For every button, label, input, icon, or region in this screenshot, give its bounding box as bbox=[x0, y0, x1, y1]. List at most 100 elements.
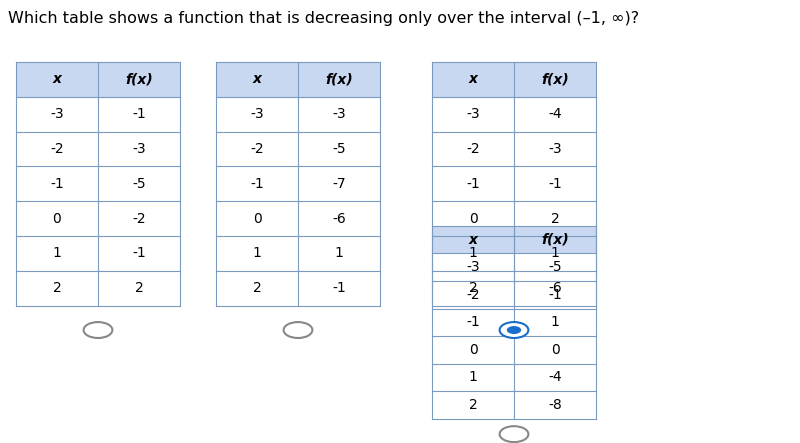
Text: -6: -6 bbox=[332, 212, 346, 225]
Bar bbox=[514, 62, 596, 97]
Text: 0: 0 bbox=[469, 343, 478, 357]
Text: f(x): f(x) bbox=[541, 72, 569, 86]
Bar bbox=[216, 97, 298, 132]
Bar bbox=[98, 132, 180, 167]
Bar bbox=[432, 236, 514, 271]
Text: -4: -4 bbox=[548, 107, 562, 121]
Bar bbox=[98, 201, 180, 236]
Bar bbox=[16, 62, 98, 97]
Bar bbox=[98, 62, 180, 97]
Text: x: x bbox=[469, 233, 478, 247]
Text: -1: -1 bbox=[332, 281, 346, 295]
Bar bbox=[514, 336, 596, 364]
Bar bbox=[16, 167, 98, 201]
Bar bbox=[514, 167, 596, 201]
Bar bbox=[432, 167, 514, 201]
Text: -6: -6 bbox=[548, 281, 562, 295]
Text: 1: 1 bbox=[469, 370, 478, 385]
Bar bbox=[298, 62, 380, 97]
Text: 1: 1 bbox=[253, 246, 262, 260]
Bar bbox=[432, 308, 514, 336]
Bar bbox=[432, 271, 514, 306]
Bar bbox=[432, 253, 514, 281]
Bar bbox=[514, 271, 596, 306]
Text: f(x): f(x) bbox=[325, 72, 353, 86]
Bar bbox=[514, 97, 596, 132]
Text: -4: -4 bbox=[548, 370, 562, 385]
Text: -1: -1 bbox=[132, 107, 146, 121]
Bar bbox=[514, 308, 596, 336]
Text: 0: 0 bbox=[469, 212, 478, 225]
Text: 1: 1 bbox=[53, 246, 62, 260]
Text: -5: -5 bbox=[548, 260, 562, 274]
Text: -1: -1 bbox=[50, 177, 64, 191]
Text: 2: 2 bbox=[253, 281, 262, 295]
Text: -2: -2 bbox=[132, 212, 146, 225]
Bar bbox=[216, 132, 298, 167]
Bar bbox=[514, 391, 596, 419]
Text: 1: 1 bbox=[550, 315, 559, 329]
Bar bbox=[432, 336, 514, 364]
Bar bbox=[432, 226, 514, 253]
Text: -1: -1 bbox=[466, 315, 480, 329]
Text: -5: -5 bbox=[332, 142, 346, 156]
Text: 0: 0 bbox=[550, 343, 559, 357]
Bar bbox=[298, 132, 380, 167]
Text: 1: 1 bbox=[334, 246, 343, 260]
Circle shape bbox=[507, 326, 522, 334]
Text: -2: -2 bbox=[50, 142, 64, 156]
Text: 2: 2 bbox=[53, 281, 62, 295]
Bar bbox=[514, 364, 596, 391]
Text: x: x bbox=[469, 72, 478, 86]
Bar bbox=[298, 236, 380, 271]
Bar bbox=[16, 132, 98, 167]
Bar bbox=[432, 62, 514, 97]
Text: -5: -5 bbox=[132, 177, 146, 191]
Bar bbox=[216, 271, 298, 306]
Bar bbox=[298, 271, 380, 306]
Bar bbox=[216, 201, 298, 236]
Circle shape bbox=[284, 322, 312, 338]
Bar bbox=[216, 62, 298, 97]
Text: 1: 1 bbox=[469, 246, 478, 260]
Bar bbox=[514, 226, 596, 253]
Bar bbox=[298, 167, 380, 201]
Text: -3: -3 bbox=[332, 107, 346, 121]
Text: f(x): f(x) bbox=[125, 72, 153, 86]
Text: Which table shows a function that is decreasing only over the interval (–1, ∞)?: Which table shows a function that is dec… bbox=[8, 11, 639, 26]
Text: 2: 2 bbox=[469, 398, 478, 412]
Bar bbox=[514, 201, 596, 236]
Bar bbox=[432, 391, 514, 419]
Bar bbox=[98, 271, 180, 306]
Circle shape bbox=[499, 426, 529, 442]
Text: x: x bbox=[53, 72, 62, 86]
Bar bbox=[514, 132, 596, 167]
Bar bbox=[98, 236, 180, 271]
Text: -1: -1 bbox=[548, 288, 562, 302]
Text: 0: 0 bbox=[253, 212, 262, 225]
Text: -3: -3 bbox=[466, 260, 480, 274]
Text: -1: -1 bbox=[548, 177, 562, 191]
Text: -7: -7 bbox=[332, 177, 346, 191]
Bar bbox=[16, 201, 98, 236]
Text: -1: -1 bbox=[466, 177, 480, 191]
Text: f(x): f(x) bbox=[541, 233, 569, 247]
Bar bbox=[514, 253, 596, 281]
Bar bbox=[432, 132, 514, 167]
Text: 2: 2 bbox=[469, 281, 478, 295]
Circle shape bbox=[83, 322, 112, 338]
Bar bbox=[432, 201, 514, 236]
Circle shape bbox=[499, 322, 529, 338]
Text: -1: -1 bbox=[132, 246, 146, 260]
Bar bbox=[432, 281, 514, 308]
Bar bbox=[216, 236, 298, 271]
Text: 2: 2 bbox=[134, 281, 143, 295]
Text: 0: 0 bbox=[53, 212, 62, 225]
Bar bbox=[298, 97, 380, 132]
Bar bbox=[216, 167, 298, 201]
Text: -8: -8 bbox=[548, 398, 562, 412]
Bar bbox=[16, 97, 98, 132]
Bar bbox=[514, 236, 596, 271]
Bar bbox=[432, 364, 514, 391]
Bar bbox=[98, 167, 180, 201]
